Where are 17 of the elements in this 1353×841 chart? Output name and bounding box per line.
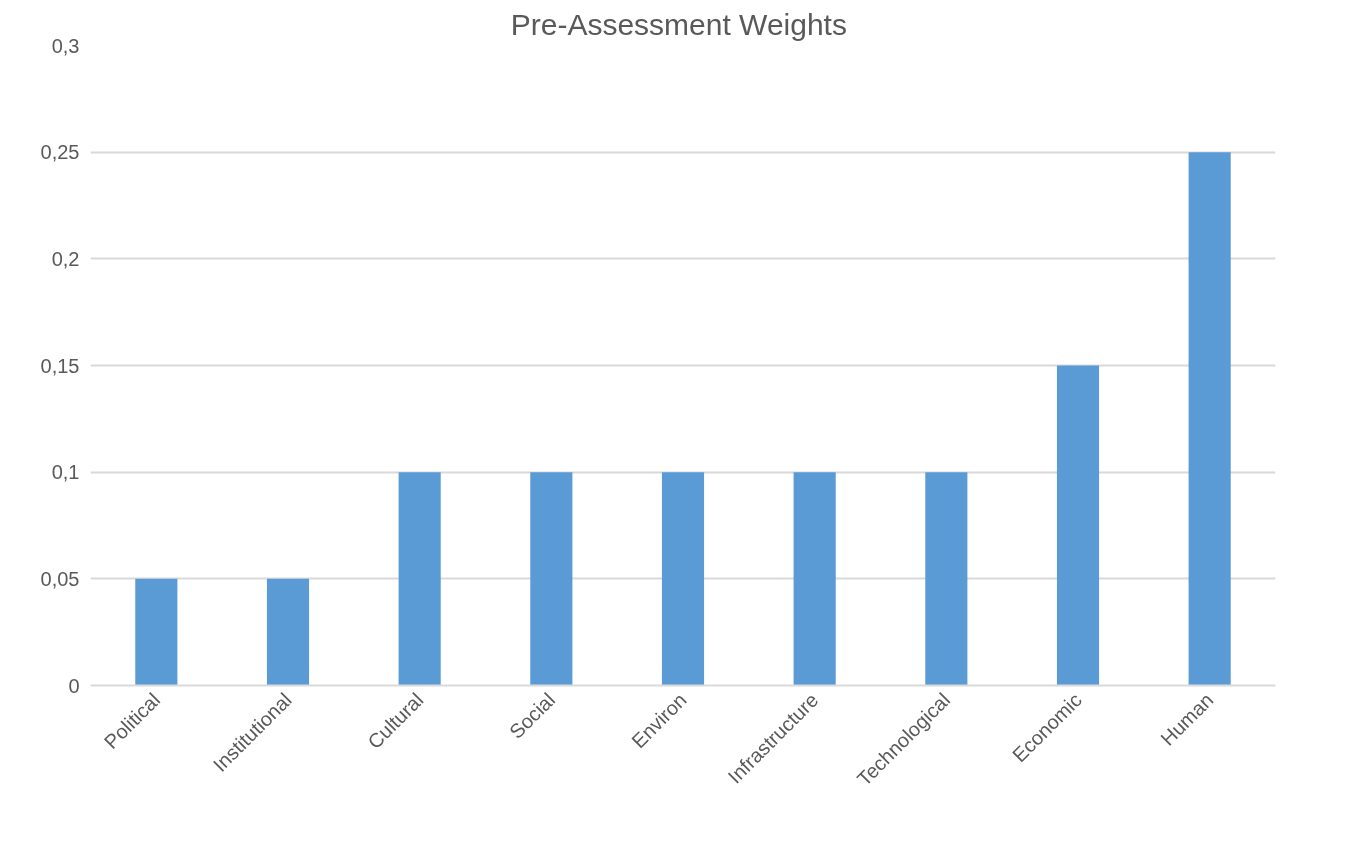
chart-title: Pre-Assessment Weights (510, 7, 847, 41)
y-tick-label: 0 (68, 674, 80, 697)
y-tick-label: 0,1 (51, 461, 80, 484)
y-tick-label: 0,3 (51, 34, 80, 57)
bar (530, 472, 573, 686)
bar (1056, 365, 1100, 686)
y-tick-label: 0,2 (51, 247, 80, 270)
bar (661, 472, 705, 686)
y-tick-label: 0,15 (40, 354, 80, 377)
y-tick-label: 0,05 (40, 567, 80, 590)
bar (925, 472, 968, 686)
bar (793, 472, 836, 686)
bar (1188, 152, 1231, 686)
bar (266, 578, 310, 686)
bar (398, 472, 441, 686)
y-tick-label: 0,25 (40, 141, 80, 164)
bar (135, 578, 178, 686)
